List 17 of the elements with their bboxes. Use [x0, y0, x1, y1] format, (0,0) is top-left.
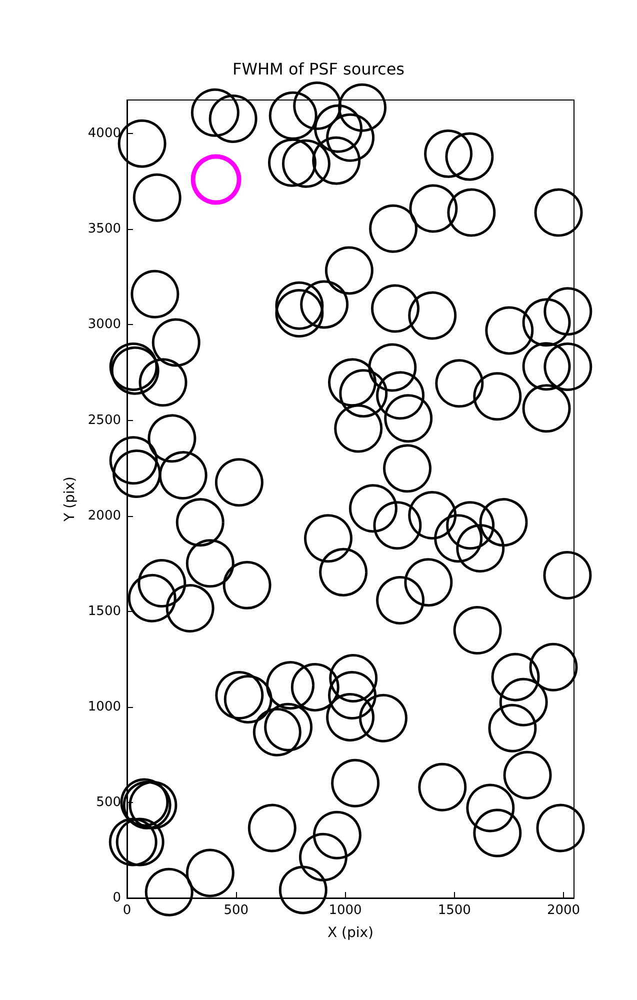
x-tick-label: 1000	[328, 903, 362, 918]
y-tick-label: 2500	[88, 412, 121, 428]
x-axis-title: X (pix)	[327, 925, 374, 941]
y-axis-title: Y (pix)	[62, 476, 78, 522]
y-tick-label: 1500	[88, 604, 121, 619]
x-tick-label: 500	[224, 903, 249, 918]
y-tick-label: 1000	[88, 699, 121, 714]
y-tick-label: 3500	[88, 222, 121, 237]
y-tick-label: 0	[112, 890, 121, 906]
y-tick-label: 3000	[88, 317, 121, 332]
chart-title: FWHM of PSF sources	[232, 60, 405, 78]
y-tick-label: 4000	[88, 126, 121, 142]
x-tick-label: 1500	[438, 903, 471, 918]
x-tick-label: 2000	[546, 903, 580, 918]
y-tick-label: 500	[96, 794, 121, 810]
x-tick-label: 0	[122, 903, 132, 918]
y-tick-label: 2000	[88, 508, 121, 524]
